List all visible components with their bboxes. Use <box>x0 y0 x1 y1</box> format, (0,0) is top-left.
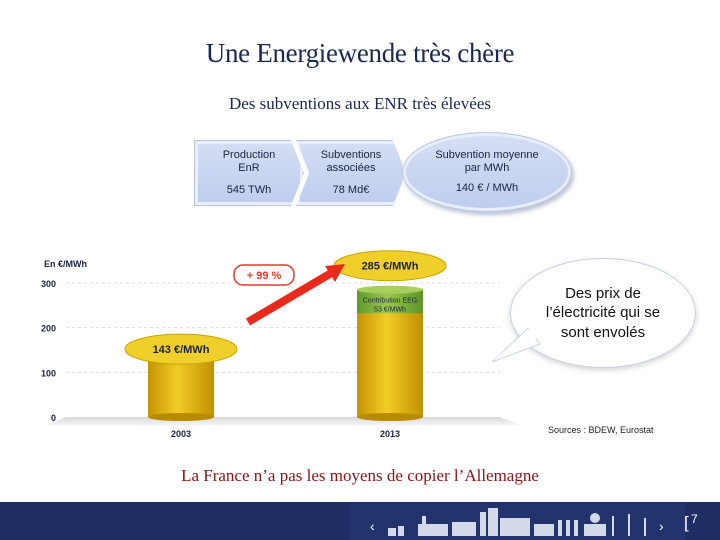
chart-labels: 143 €/MWh 2003 Contribution EEG 53 €/MWh 285… <box>124 250 447 439</box>
callout-text: Des prix de l’électricité qui se sont en… <box>545 284 661 341</box>
price-chart: 0 100 200 300 En €/MWh 143 €/MWh 2003 Contribu… <box>41 250 520 439</box>
segment-label-line1: Contribution EEG <box>363 298 417 305</box>
growth-label: + 99 % <box>247 270 282 282</box>
segment-label-line2: 53 €/MWh <box>374 307 406 314</box>
footer-illustration: ‹ › [ <box>0 502 720 540</box>
chevron-right-icon[interactable]: › <box>659 518 664 534</box>
y-tick-label: 100 <box>41 368 56 378</box>
stat-label: Subvention moyenne par MWh <box>435 149 539 174</box>
conclusion-text: La France n’a pas les moyens de copier l… <box>181 466 539 485</box>
slide-subtitle: Des subventions aux ENR très élevées <box>228 94 492 113</box>
stat-label: Production EnR <box>222 149 276 174</box>
slide-title: Une Energiewende très chère <box>205 38 515 68</box>
y-axis-label: En €/MWh <box>44 259 87 269</box>
growth-box <box>233 264 295 286</box>
y-tick-label: 300 <box>41 279 56 289</box>
callout-bubble: Des prix de l’électricité qui se sont en… <box>510 258 696 368</box>
chart-floor <box>46 417 520 425</box>
y-tick-label: 0 <box>51 413 56 423</box>
page-number: 7 <box>691 512 698 526</box>
sources-note: Sources : BDEW, Eurostat <box>548 425 654 435</box>
bar-base <box>357 413 423 421</box>
stat-label: Subventions associées <box>320 149 382 174</box>
growth-arrow <box>245 268 336 326</box>
bar-base <box>148 413 214 421</box>
value-bubble <box>124 333 238 365</box>
stat-production: Production EnR 545 TWh <box>194 140 304 206</box>
y-tick-label: 200 <box>41 324 56 334</box>
footer-bar: ‹ › [ <box>0 502 720 540</box>
landscape-icon <box>388 508 646 536</box>
bar-segment-eeg <box>357 289 423 314</box>
page-bracket: [ <box>684 513 689 532</box>
chart-axis: 0 100 200 300 En €/MWh <box>41 259 87 423</box>
stat-value: 78 Md€ <box>332 184 370 197</box>
chevron-left-icon[interactable]: ‹ <box>370 518 375 534</box>
growth-arrow-head <box>325 264 345 282</box>
stat-value: 140 € / MWh <box>455 182 519 195</box>
x-tick-label: 2013 <box>380 429 400 439</box>
value-label: 143 €/MWh <box>153 344 210 356</box>
x-tick-label: 2003 <box>171 429 191 439</box>
value-label: 285 €/MWh <box>362 261 419 273</box>
stat-average-subsidy: Subvention moyenne par MWh 140 € / MWh <box>402 132 572 212</box>
bar-segment-top <box>357 285 423 294</box>
stat-value: 545 TWh <box>226 184 272 197</box>
